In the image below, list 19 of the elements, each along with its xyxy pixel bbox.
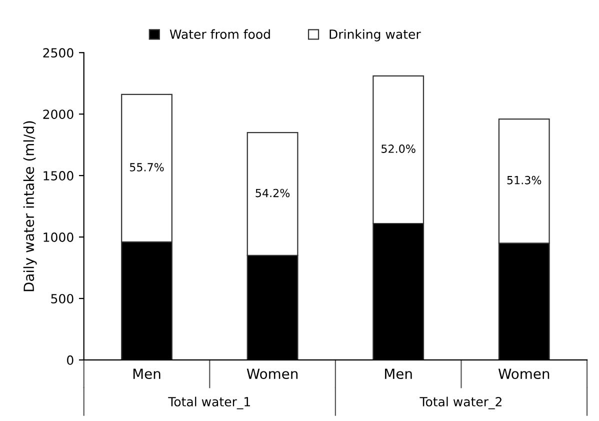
text: Total water_2 [420,396,502,410]
y-tick-label: 2500 [43,48,74,58]
x-tick-label: Men [133,368,160,380]
annotation: 52.0% [382,144,416,153]
y-tick-label: 500 [51,294,74,304]
annotation: 54.2% [256,188,290,198]
y-tick-label: 1000 [44,232,74,242]
annotation: 51.3% [507,176,542,184]
annotation: 55.7% [130,163,164,172]
x-tick-label: Women [498,368,550,380]
x-tick-label: Men [385,368,412,380]
legend-label: Water from food [170,29,270,39]
y-axis-title: Daily water intake (ml/d) [23,121,37,292]
y-tick-label: 2000 [43,110,74,120]
y-tick-label: 0 [67,355,74,365]
text: Total water_1 [168,396,250,410]
x-tick-label: Women [246,368,298,380]
legend-label: Drinking water [330,29,421,42]
y-tick-label: 1500 [44,171,74,180]
